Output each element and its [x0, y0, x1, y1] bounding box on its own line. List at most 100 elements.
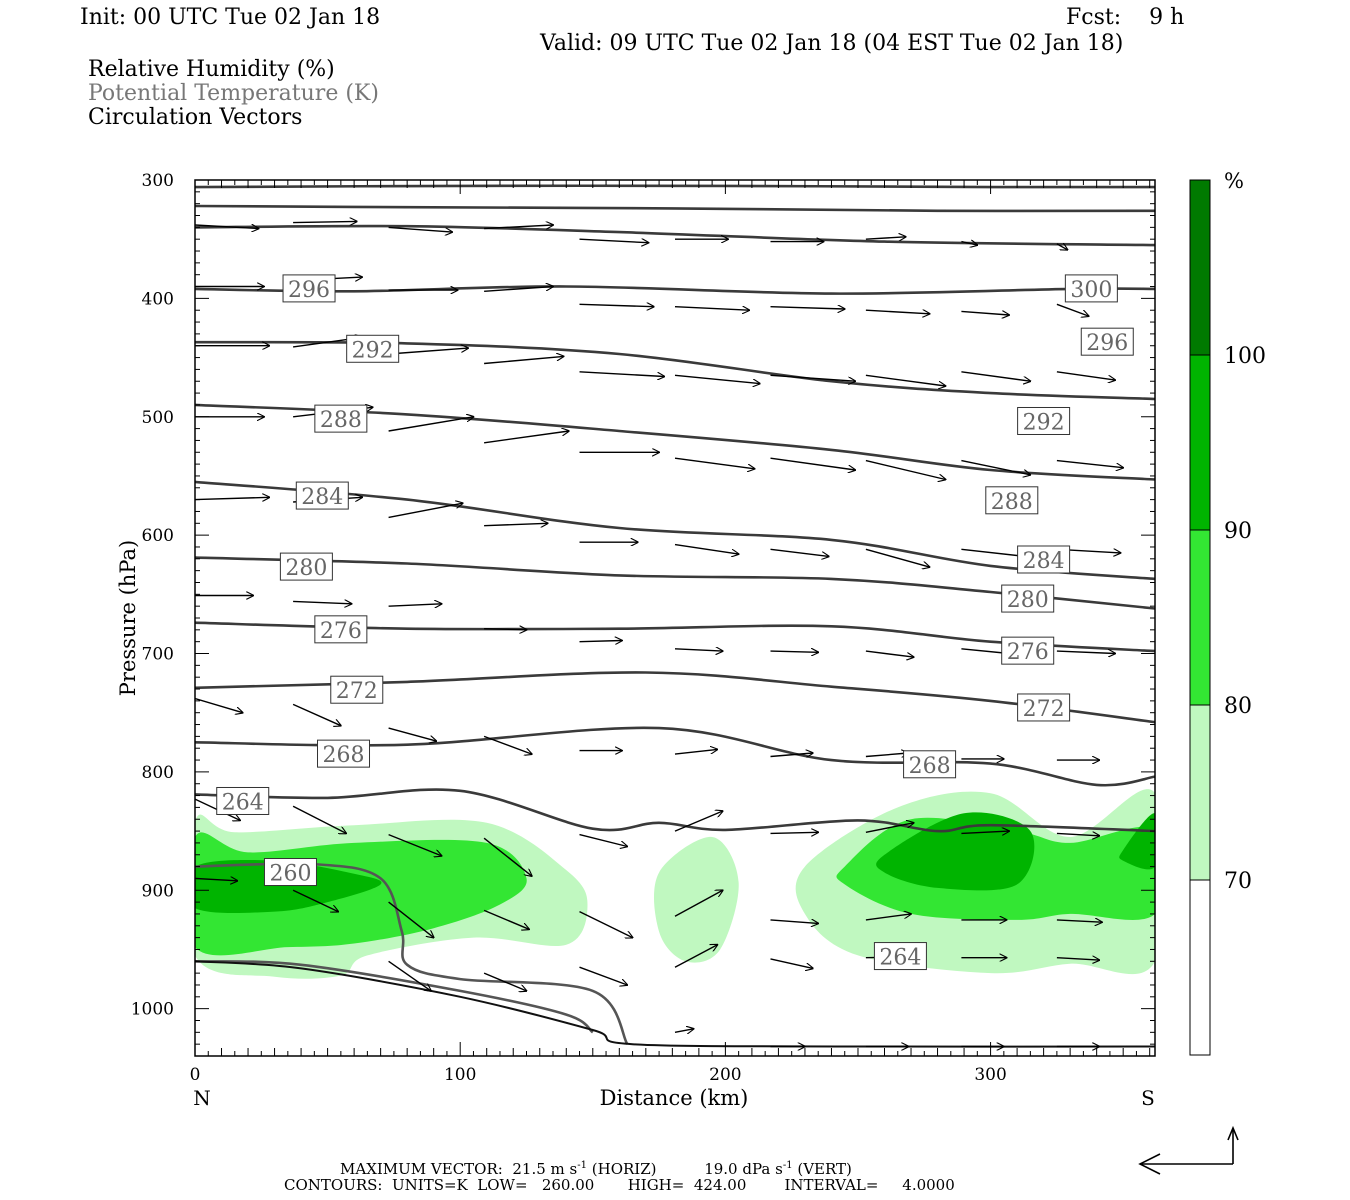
theta-label-box: [330, 675, 384, 704]
circulation-vector: [865, 823, 914, 833]
circulation-vector: [770, 958, 813, 969]
circulation-vector: [388, 348, 469, 355]
circulation-vector: [770, 548, 829, 556]
theta-label-text: 268: [323, 743, 365, 768]
circulation-vector: [865, 310, 930, 314]
theta-label-text: 292: [352, 338, 394, 363]
circulation-vector: [1056, 371, 1115, 380]
theta-label-box: [873, 942, 927, 971]
circulation-vector: [865, 914, 911, 921]
circulation-vector: [770, 457, 856, 470]
colorbar-segment: [1189, 354, 1211, 531]
colorbar-segment: [1189, 704, 1211, 881]
contour-labels: 296 300 292 296 288 292 284 288 280 284 276 280 272 2…: [216, 274, 1134, 971]
circulation-vector: [674, 1029, 694, 1033]
theta-label-288: 288: [985, 486, 1039, 515]
init-time: Init: 00 UTC Tue 02 Jan 18: [80, 5, 381, 30]
theta-label-268: 268: [903, 750, 957, 779]
circulation-vector: [1056, 958, 1099, 960]
theta-label-box: [295, 481, 349, 510]
theta-label-box: [1001, 636, 1055, 665]
rh-region-90: [195, 859, 382, 913]
theta-label-text: 292: [1023, 410, 1065, 435]
circulation-vector: [674, 374, 760, 383]
circulation-vector: [483, 972, 526, 991]
circulation-vector: [770, 374, 856, 381]
theta-label-box: [903, 750, 957, 779]
theta-label-text: 280: [285, 556, 327, 581]
circulation-vector: [1056, 920, 1102, 922]
theta-label-box: [282, 274, 336, 303]
vert-suffix: (VERT): [797, 1160, 852, 1178]
theta-label-264: 264: [216, 786, 270, 815]
theta-label-text: 268: [909, 754, 951, 779]
theta-label-292: 292: [1017, 406, 1071, 435]
theta-label-text: 272: [336, 679, 378, 704]
theta-label-280: 280: [279, 552, 333, 581]
footer-max-vector: MAXIMUM VECTOR: 21.5 m s-1 (HORIZ) 19.0 …: [340, 1160, 852, 1178]
circulation-vector: [1056, 651, 1115, 653]
footer-contours: CONTOURS: UNITS=K LOW= 260.00 HIGH= 424.…: [284, 1176, 955, 1194]
circulation-vector: [388, 727, 437, 741]
y-tick-label: 600: [142, 526, 174, 546]
theta-label-text: 300: [1070, 278, 1112, 303]
circulation-vector: [961, 548, 1025, 556]
potential-temperature-contours: [195, 184, 1155, 1048]
theta-label-box: [1080, 327, 1134, 356]
theta-label-272: 272: [330, 675, 384, 704]
y-tick-label: 400: [142, 289, 174, 309]
circulation-vector: [579, 833, 628, 847]
circulation-vector: [195, 497, 269, 499]
rh-colorbar: 70 80 90 100%: [1189, 169, 1266, 1056]
legend-potential-temperature: Potential Temperature (K): [88, 81, 379, 106]
circulation-vector: [195, 225, 259, 229]
theta-label-284: 284: [1017, 545, 1071, 574]
horiz-suffix: (HORIZ): [591, 1160, 657, 1178]
axis-ticks: [194, 179, 1155, 1057]
circulation-vector: [770, 832, 819, 833]
circulation-vector: [674, 749, 717, 755]
theta-contour-262: [195, 960, 594, 1034]
theta-label-text: 296: [1086, 331, 1128, 356]
circulation-vector: [865, 374, 946, 386]
theta-label-296: 296: [1080, 327, 1134, 356]
colorbar-label: 80: [1224, 694, 1252, 719]
theta-label-box: [279, 552, 333, 581]
circulation-vector: [961, 648, 1009, 654]
forecast-hour: Fcst: 9 h: [1066, 5, 1185, 30]
circulation-vector: [674, 649, 723, 651]
theta-label-box: [216, 786, 270, 815]
theta-contour-298: [195, 285, 1155, 295]
circulation-vector: [865, 548, 930, 567]
y-tick-label: 1000: [131, 1000, 174, 1020]
circulation-vector: [674, 811, 723, 832]
y-tick-label: 900: [142, 881, 174, 901]
theta-label-box: [263, 858, 317, 887]
circulation-vector: [579, 641, 623, 642]
circulation-vector: [674, 307, 749, 311]
colorbar-label: 100: [1224, 344, 1266, 369]
rh-region-70: [653, 836, 739, 963]
theta-label-box: [317, 739, 371, 768]
theta-label-box: [1017, 545, 1071, 574]
legend-circulation-vectors: Circulation Vectors: [88, 105, 303, 130]
circulation-vector: [483, 837, 532, 876]
theta-label-280: 280: [1001, 584, 1055, 613]
circulation-vector: [674, 543, 739, 555]
theta-label-text: 288: [991, 490, 1033, 515]
theta-label-text: 296: [288, 278, 330, 303]
circulation-vector: [770, 651, 819, 652]
max-vector-label: MAXIMUM VECTOR:: [340, 1160, 503, 1178]
theta-label-text: 276: [320, 619, 362, 644]
circulation-vector: [484, 431, 569, 444]
y-tick-label: 700: [142, 645, 174, 665]
circulation-vector: [961, 311, 1009, 315]
circulation-vector: [292, 889, 338, 911]
theta-contour-272: [195, 726, 1155, 787]
theta-label-292: 292: [346, 334, 400, 363]
circulation-vector: [770, 307, 845, 309]
circulation-vector: [1056, 244, 1068, 250]
circulation-vector: [674, 457, 755, 469]
theta-label-box: [1017, 693, 1071, 722]
